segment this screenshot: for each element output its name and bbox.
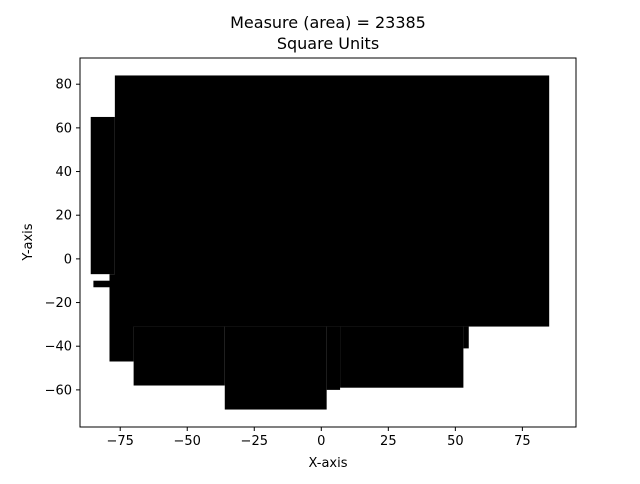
y-tick-label: −20 (45, 296, 72, 311)
y-tick-label: 20 (55, 209, 72, 224)
x-tick-label: −50 (174, 434, 201, 449)
region-left-upper-block (90, 116, 115, 275)
x-tick-label: −25 (241, 434, 268, 449)
region-lower-center-block (326, 326, 341, 390)
region-main-block (114, 75, 550, 327)
y-tick-label: 40 (55, 165, 72, 180)
y-tick-label: 60 (55, 121, 72, 136)
chart-title-line1: Measure (area) = 23385 (230, 13, 426, 32)
region-left-notch-bar (93, 280, 110, 288)
region-lower-middle-block (224, 326, 327, 410)
y-ticks: −60 −40 −20 0 20 40 60 80 (45, 78, 80, 398)
x-ticks: −75 −50 −25 0 25 50 75 (106, 427, 531, 449)
region-right-step-block (463, 326, 469, 349)
x-tick-label: 75 (514, 434, 531, 449)
x-tick-label: 25 (380, 434, 397, 449)
chart-title-line2: Square Units (277, 34, 379, 53)
y-tick-label: 0 (64, 252, 72, 267)
region-lower-left-block (133, 326, 225, 386)
x-tick-label: 50 (447, 434, 464, 449)
y-tick-label: −40 (45, 340, 72, 355)
y-axis-label: Y-axis (21, 223, 36, 261)
region-left-lower-block (109, 274, 134, 362)
region-lower-right-block (340, 326, 464, 388)
x-tick-label: −75 (106, 434, 133, 449)
plot-frame (79, 57, 577, 428)
y-tick-label: 80 (55, 78, 72, 93)
filled-regions (90, 75, 550, 410)
y-tick-label: −60 (45, 383, 72, 398)
x-axis-label: X-axis (309, 456, 348, 471)
x-tick-label: 0 (317, 434, 325, 449)
